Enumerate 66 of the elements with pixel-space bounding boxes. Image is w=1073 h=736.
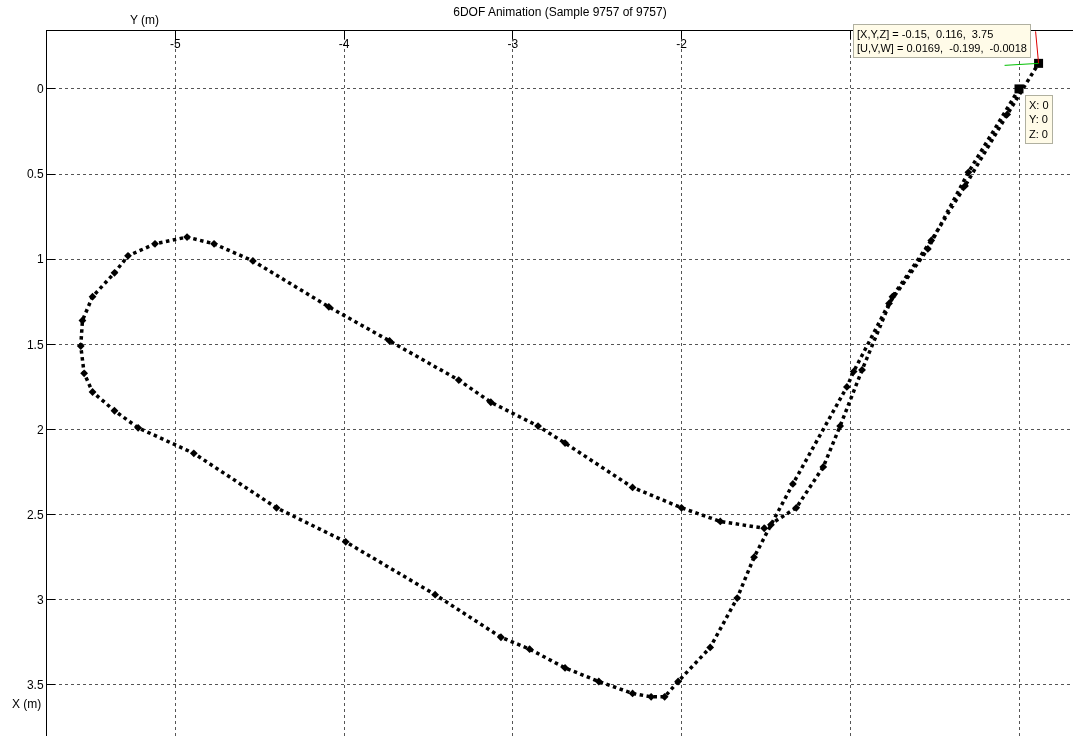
point: [80, 369, 89, 378]
point: [134, 423, 143, 432]
point: [706, 643, 715, 652]
y-tick-label: 0: [36, 82, 44, 97]
x-tick-label: -3: [507, 37, 519, 51]
point: [151, 239, 159, 248]
point: [716, 517, 725, 526]
annotation: X: 0 Y: 0 Z: 0: [1029, 99, 1049, 140]
point: [110, 268, 119, 277]
x-tick-label: -4: [338, 37, 350, 51]
point: [964, 168, 973, 177]
point: [923, 245, 932, 253]
point: [124, 251, 132, 260]
point: [431, 590, 440, 599]
x-axis-title: Y (m): [130, 13, 160, 27]
point: [792, 503, 801, 512]
y-tick-label: 3.5: [26, 678, 44, 693]
point: [660, 692, 669, 701]
point: [497, 633, 505, 642]
point: [88, 292, 97, 301]
chart-title: 6DOF Animation (Sample 9757 of 9757): [453, 4, 667, 19]
point: [110, 406, 119, 415]
point: [750, 553, 758, 562]
point: [525, 645, 534, 654]
point: [385, 337, 394, 345]
point: [836, 422, 845, 430]
point: [454, 376, 463, 384]
point: [842, 383, 851, 391]
point: [561, 439, 569, 447]
point: [272, 503, 281, 512]
point: [674, 677, 683, 686]
point: [486, 398, 495, 407]
y-tick-label: 2.5: [26, 507, 44, 522]
point: [324, 302, 333, 311]
point: [927, 236, 936, 245]
point: [534, 422, 542, 430]
point: [88, 388, 97, 396]
point: [210, 239, 218, 248]
y-tick-label: 0.5: [26, 167, 44, 182]
point: [819, 463, 828, 471]
point: [885, 299, 893, 308]
point: [733, 594, 742, 602]
y-tick-label: 2: [36, 422, 44, 437]
annotation: [X,Y,Z] = -0.15, 0.116, 3.75 [U,V,W] = 0.0169, -0.199, -0.0018: [857, 28, 1027, 55]
x-tick-label: -5: [169, 37, 181, 51]
point: [760, 524, 769, 533]
x-tick-label: -2: [676, 37, 688, 51]
point: [189, 449, 198, 458]
y-tick-label: 1.5: [26, 337, 44, 352]
point: [858, 365, 866, 374]
y-tick-label: 1: [36, 252, 44, 267]
point: [767, 520, 775, 529]
y-tick-label: 3: [36, 592, 44, 607]
point: [341, 537, 350, 546]
y-axis-title: X (m): [12, 697, 42, 711]
point: [1003, 110, 1012, 119]
point: [788, 480, 797, 488]
point: [849, 367, 858, 376]
point: [76, 342, 85, 350]
point: [628, 689, 637, 698]
point: [888, 292, 897, 301]
point: [561, 663, 569, 672]
point: [628, 483, 637, 492]
point: [594, 677, 603, 686]
point: [248, 256, 257, 265]
point: [677, 503, 686, 512]
